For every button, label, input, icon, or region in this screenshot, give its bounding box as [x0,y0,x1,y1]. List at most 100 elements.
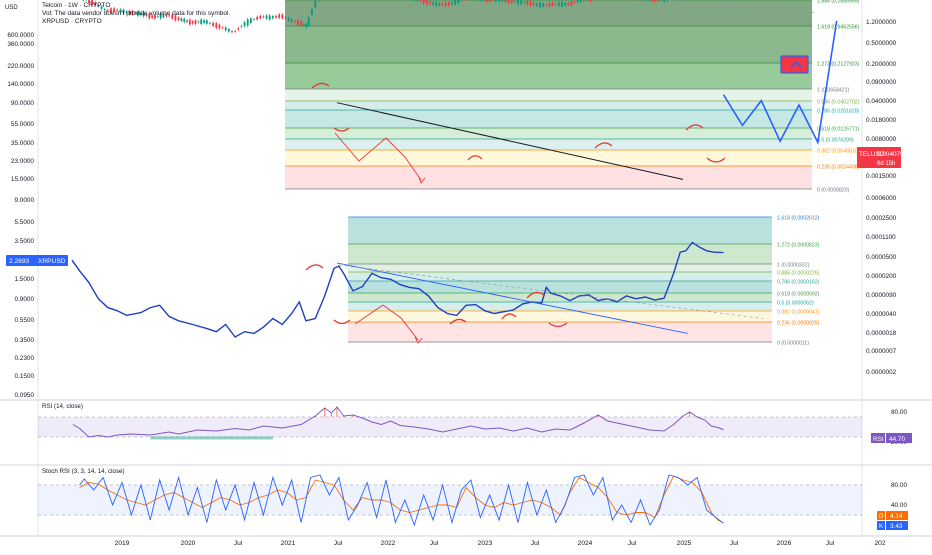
tel-candle[interactable] [486,0,488,2]
tel-candle[interactable] [241,26,243,27]
tel-candle[interactable] [314,1,316,7]
tel-candle[interactable] [448,3,450,6]
fib-level-label-tel: 1.886 (0.2685955) [817,0,860,5]
tel-candle[interactable] [574,2,576,3]
tel-candle[interactable] [269,15,271,19]
compare-series-title[interactable]: XRPUSD · CRYPTO [42,18,230,26]
main-series-title[interactable]: Telcoin · 1W · CRYPTO [42,2,230,10]
fib-level-label-tel: 1.272 (0.2127923) [817,62,860,68]
tel-candle[interactable] [571,2,573,6]
tel-candle[interactable] [501,0,503,1]
tel-candle[interactable] [451,2,453,4]
tel-candle[interactable] [651,0,653,1]
tel-candle[interactable] [303,25,305,26]
left-axis-tick: 0.9000 [14,296,34,303]
fib-level-label-tel: 1 (0.0658421) [817,88,850,94]
tel-candle[interactable] [523,2,525,3]
tel-candle[interactable] [654,0,656,2]
tel-candle[interactable] [527,1,529,5]
tel-candle[interactable] [253,19,255,20]
tel-candle[interactable] [259,16,261,18]
tel-candle[interactable] [420,0,422,1]
tel-candle[interactable] [514,2,516,3]
tel-candle[interactable] [542,4,544,7]
tel-candle[interactable] [495,0,497,1]
tel-candle[interactable] [237,28,239,30]
tel-candle[interactable] [294,21,296,22]
tel-candle[interactable] [505,0,507,2]
tel-candle[interactable] [479,0,481,1]
tel-candle[interactable] [564,3,566,5]
tel-candle[interactable] [423,0,425,3]
time-axis-tick: Jul [334,540,343,547]
right-axis-tick: 0.0000007 [866,348,897,355]
tel-candle[interactable] [580,0,582,2]
fib-zone-tel [285,166,812,189]
fib-zone-xrp [348,302,772,311]
right-axis-tick: 0.0000090 [866,292,897,299]
tel-candle[interactable] [549,3,551,6]
tel-candle[interactable] [225,27,227,30]
tel-candle[interactable] [445,2,447,6]
tel-candle[interactable] [439,3,441,5]
tel-candle[interactable] [288,18,290,21]
tel-candle[interactable] [278,14,280,18]
tel-candle[interactable] [517,0,519,4]
tel-candle[interactable] [231,31,233,32]
tel-candle[interactable] [272,16,274,18]
time-axis-tick: Jul [234,540,243,547]
stoch-axis-tick: 80.00 [891,482,907,489]
tel-candle[interactable] [589,0,591,2]
tel-candle[interactable] [266,15,268,18]
tel-candle[interactable] [318,0,320,1]
tel-candle[interactable] [275,16,277,18]
tel-candle[interactable] [244,22,246,26]
tel-candle[interactable] [577,0,579,2]
tel-candle[interactable] [305,24,307,27]
tel-candle[interactable] [552,2,554,5]
tel-candle[interactable] [417,0,419,1]
tel-candle[interactable] [435,2,437,6]
tel-candle[interactable] [247,19,249,25]
tel-candle[interactable] [561,2,563,6]
tel-candle[interactable] [250,18,252,23]
tel-candle[interactable] [539,3,541,7]
tel-candle[interactable] [311,9,313,15]
stoch-d-value: 4.14 [890,513,903,520]
tel-candle[interactable] [228,29,230,32]
tel-candle[interactable] [222,28,224,29]
tel-candle[interactable] [308,18,310,26]
tel-candle[interactable] [520,0,522,4]
tel-candle[interactable] [663,0,665,1]
tel-candle[interactable] [476,0,478,1]
tel-candle[interactable] [291,19,293,22]
tel-candle[interactable] [530,1,532,6]
tel-candle[interactable] [498,0,500,2]
tel-candle[interactable] [234,31,236,32]
tel-candle[interactable] [533,3,535,5]
tel-candle[interactable] [426,0,428,4]
tel-candle[interactable] [558,3,560,6]
tel-candle[interactable] [263,16,265,17]
tel-candle[interactable] [511,0,513,3]
tel-candle[interactable] [536,4,538,6]
tel-candle[interactable] [657,0,659,1]
tel-candle[interactable] [555,4,557,5]
tel-candle[interactable] [256,17,258,20]
tel-candle[interactable] [285,18,287,19]
tel-candle[interactable] [454,0,456,5]
tel-candle[interactable] [297,20,299,24]
tel-candle[interactable] [281,14,283,18]
fib-level-label-xrp: 0.236 (0.0000025) [777,321,820,327]
tel-candle[interactable] [442,4,444,6]
tel-candle[interactable] [567,3,569,5]
tel-candle[interactable] [432,2,434,5]
tel-candle[interactable] [429,2,431,4]
tel-candle[interactable] [489,0,491,2]
tel-candle[interactable] [457,0,459,3]
tel-candle[interactable] [508,0,510,3]
tel-candle[interactable] [300,21,302,26]
tel-candle[interactable] [545,5,547,6]
